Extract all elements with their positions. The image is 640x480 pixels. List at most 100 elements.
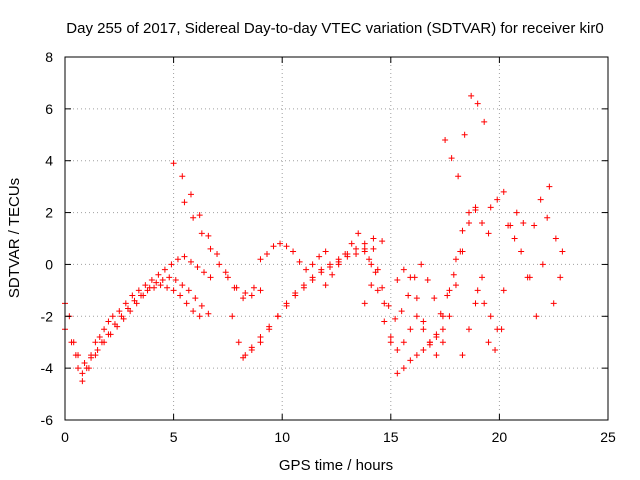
x-tick-label: 25 <box>600 429 616 445</box>
data-point <box>283 300 290 307</box>
x-tick-label: 15 <box>383 429 399 445</box>
data-point <box>183 300 190 307</box>
data-point <box>316 253 323 260</box>
data-point <box>381 318 388 325</box>
x-tick-label: 10 <box>274 429 290 445</box>
data-point <box>455 173 462 180</box>
data-point <box>257 256 264 263</box>
data-point <box>461 131 468 138</box>
data-point <box>557 274 564 281</box>
data-point <box>187 258 194 265</box>
data-point <box>290 248 297 255</box>
data-point <box>420 318 427 325</box>
data-point <box>222 269 229 276</box>
data-point <box>424 276 431 283</box>
data-point <box>274 313 281 320</box>
data-point <box>465 219 472 226</box>
data-point <box>372 269 379 276</box>
data-point <box>368 261 375 268</box>
data-point <box>168 261 175 268</box>
data-point <box>296 258 303 265</box>
data-point <box>135 287 142 294</box>
data-point <box>138 292 145 299</box>
data-point <box>196 212 203 219</box>
data-point <box>329 271 336 278</box>
data-point <box>96 334 103 341</box>
data-point <box>322 248 329 255</box>
data-point <box>379 238 386 245</box>
data-point <box>472 206 479 213</box>
data-point <box>129 292 136 299</box>
data-point <box>459 352 466 359</box>
data-point <box>487 204 494 211</box>
data-point <box>159 276 166 283</box>
data-point <box>526 274 533 281</box>
data-point <box>283 243 290 250</box>
data-point <box>433 352 440 359</box>
data-point <box>452 282 459 289</box>
data-point <box>544 214 551 221</box>
data-point <box>368 282 375 289</box>
data-point <box>300 282 307 289</box>
x-axis-label: GPS time / hours <box>279 457 393 474</box>
data-point <box>407 357 414 364</box>
data-point <box>205 232 212 239</box>
data-point <box>105 331 112 338</box>
data-point <box>248 344 255 351</box>
x-tick-label: 5 <box>170 429 178 445</box>
data-point <box>407 274 414 281</box>
data-point <box>250 284 257 291</box>
data-point <box>309 261 316 268</box>
data-point <box>479 219 486 226</box>
data-point <box>166 274 173 281</box>
y-tick-label: -2 <box>41 308 54 324</box>
data-point <box>85 365 92 372</box>
y-tick-labels: -6 -4 -2 0 2 4 6 8 <box>41 49 54 428</box>
data-point <box>474 287 481 294</box>
data-point <box>257 339 264 346</box>
data-point <box>216 261 223 268</box>
data-point <box>235 339 242 346</box>
data-point <box>479 274 486 281</box>
data-point <box>309 274 316 281</box>
data-point <box>468 92 475 99</box>
plot-frame <box>64 56 609 421</box>
data-point <box>370 235 377 242</box>
series-trace-7 <box>240 235 386 361</box>
data-point <box>537 196 544 203</box>
data-point <box>439 339 446 346</box>
data-point <box>394 370 401 377</box>
data-point <box>494 196 501 203</box>
data-point <box>420 346 427 353</box>
data-point <box>207 245 214 252</box>
data-point <box>144 287 151 294</box>
data-point <box>452 256 459 263</box>
data-point <box>552 235 559 242</box>
data-point <box>248 292 255 299</box>
series-trace-10 <box>361 266 446 377</box>
data-point <box>198 230 205 237</box>
data-point <box>355 230 362 237</box>
data-point <box>233 284 240 291</box>
data-point <box>539 261 546 268</box>
data-point <box>381 300 388 307</box>
series-trace-5 <box>181 199 257 296</box>
data-point <box>170 287 177 294</box>
data-point <box>277 240 284 247</box>
data-point <box>370 245 377 252</box>
y-tick-label: 6 <box>45 101 53 117</box>
data-point <box>81 359 88 366</box>
y-tick-label: 8 <box>45 49 53 65</box>
series-trace-3 <box>72 282 203 377</box>
data-points <box>62 92 566 385</box>
data-point <box>413 352 420 359</box>
data-point <box>459 248 466 255</box>
data-point <box>161 266 168 273</box>
data-point <box>92 352 99 359</box>
data-point <box>405 292 412 299</box>
data-point <box>101 326 108 333</box>
data-point <box>326 261 333 268</box>
data-point <box>348 240 355 247</box>
data-point <box>118 313 125 320</box>
